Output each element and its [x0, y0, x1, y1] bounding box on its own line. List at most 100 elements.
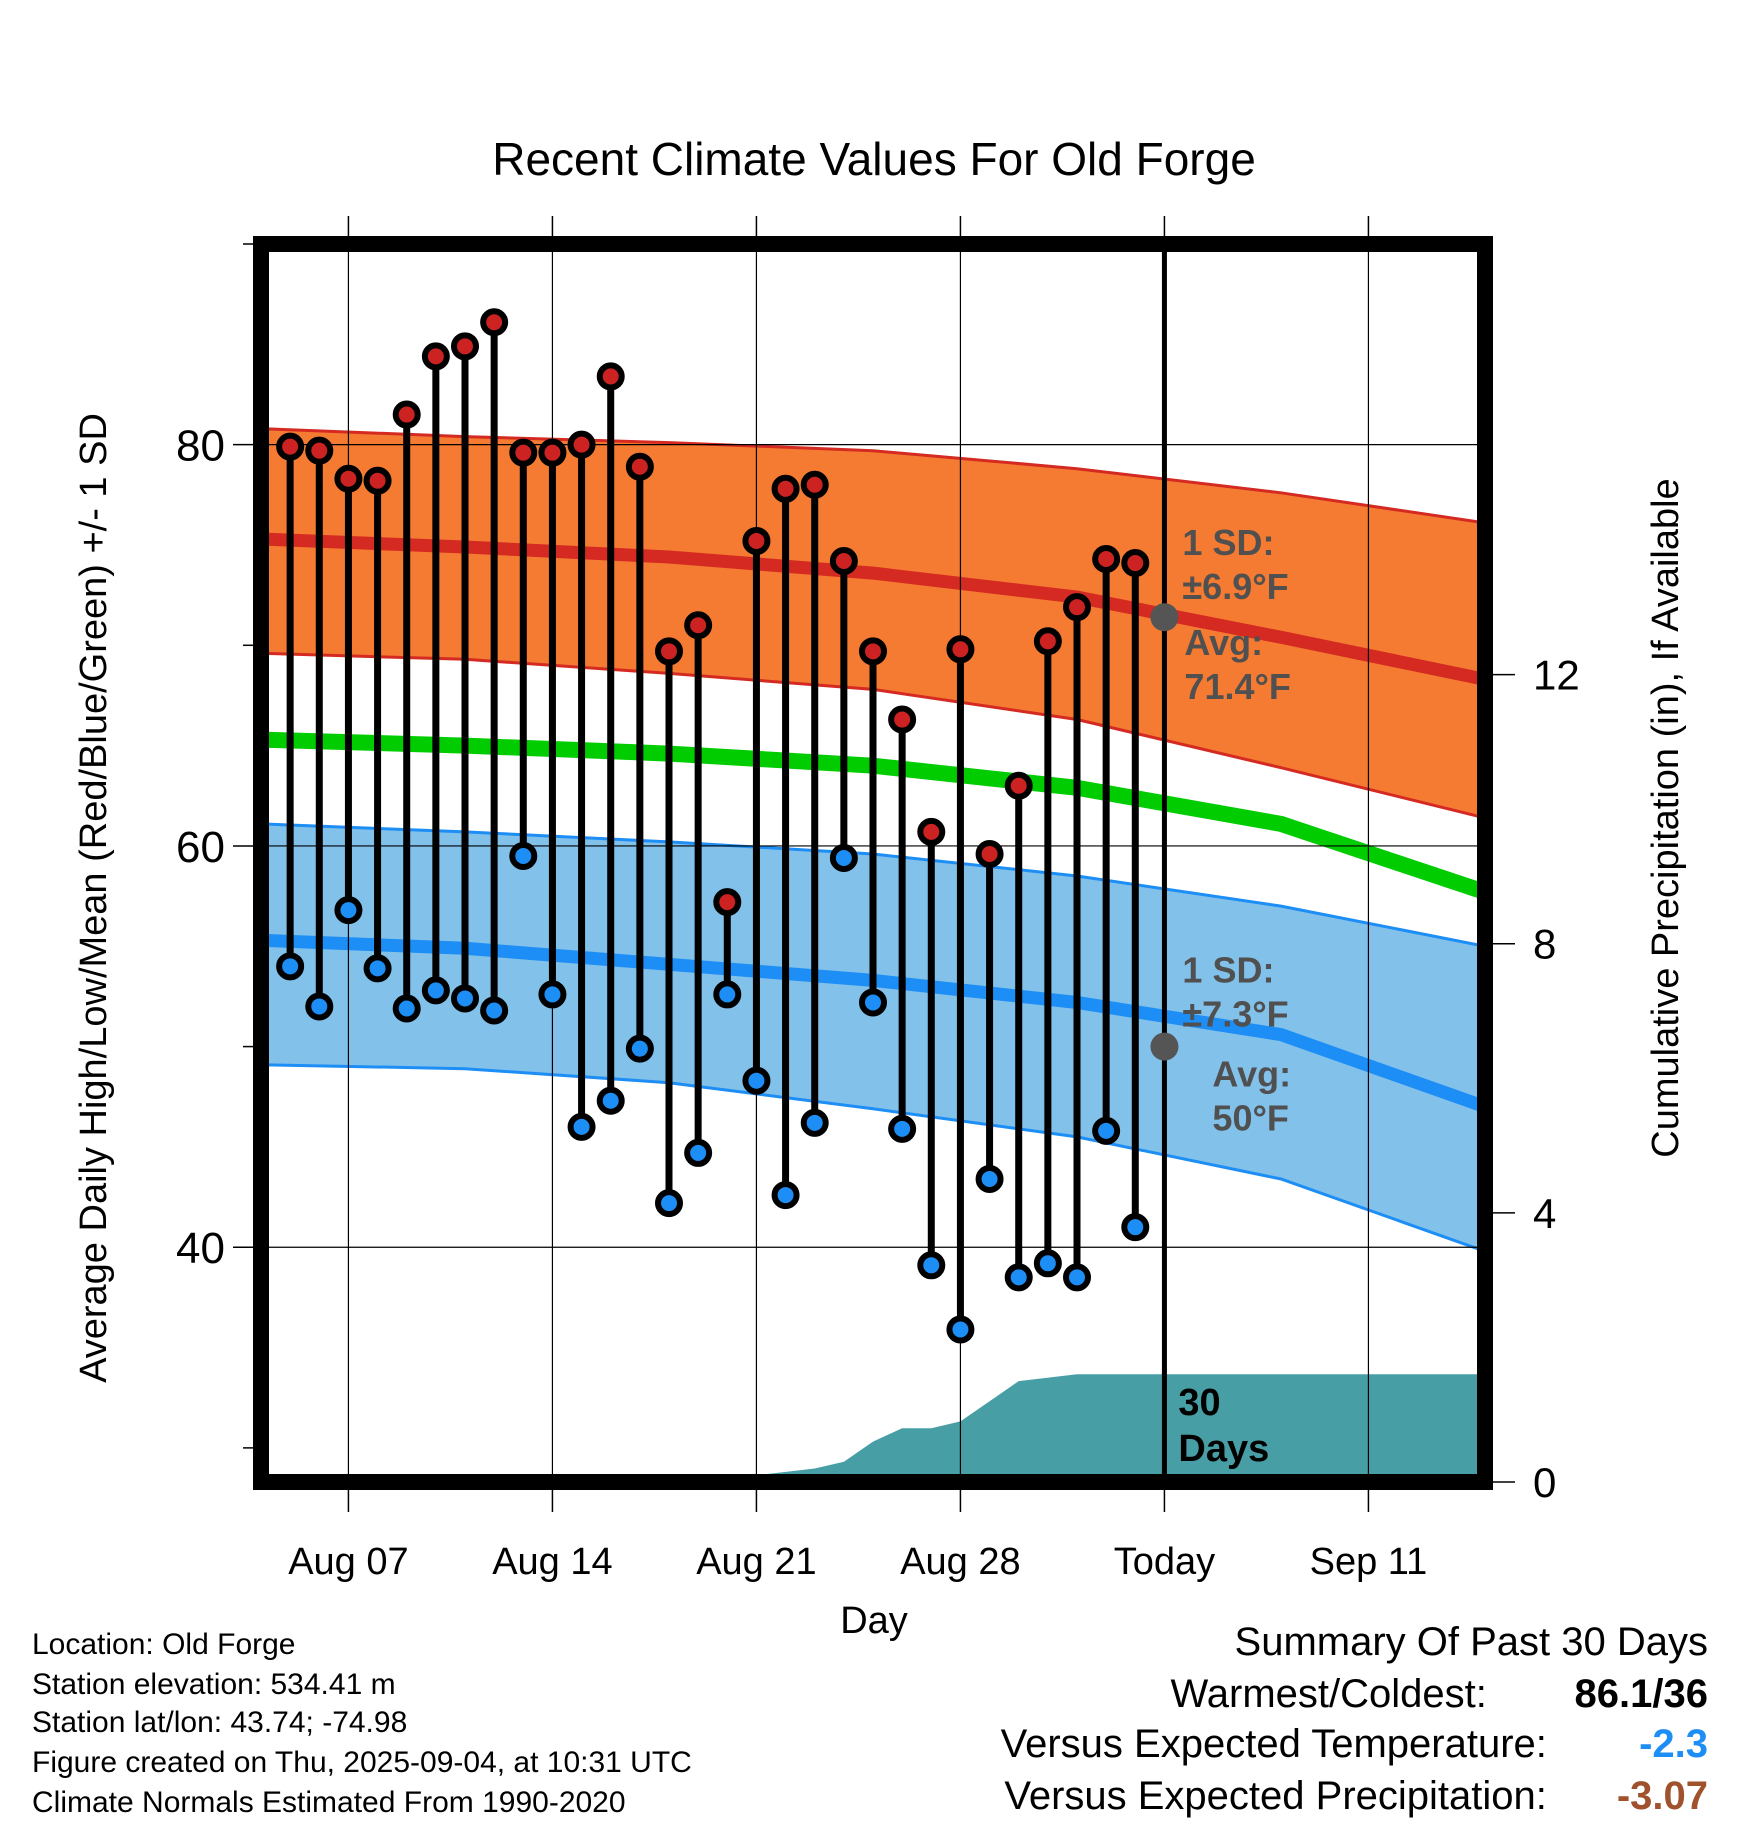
today-label-line-1: Days [1178, 1428, 1269, 1470]
observed-high-point [713, 888, 742, 917]
observed-low-point [684, 1138, 713, 1167]
observed-low-point [625, 1034, 654, 1063]
observed-low-point [771, 1181, 800, 1210]
summary-precip-row: Versus Expected Precipitation: -3.07 [1004, 1774, 1708, 1819]
info-created: Figure created on Thu, 2025-09-04, at 10… [32, 1746, 692, 1779]
today-label-line-0: 30 [1178, 1382, 1220, 1424]
observed-high-point [655, 637, 683, 666]
observed-high-point [421, 342, 450, 371]
y2-tick-label: 0 [1533, 1459, 1556, 1506]
high-sd-band [261, 428, 1485, 818]
high-avg-annotation-line-0: Avg: [1184, 622, 1263, 663]
low-avg-annotation-line-1: 50°F [1212, 1098, 1288, 1139]
observed-low-point [917, 1251, 946, 1280]
high-sd-annotation-line-1: ±6.9°F [1182, 566, 1288, 607]
x-axis-label: Day [840, 1600, 908, 1642]
observed-high-point [509, 438, 538, 467]
observed-high-point [334, 464, 363, 493]
observed-low-point [859, 988, 887, 1017]
observed-high-point [451, 332, 479, 361]
observed-low-point [1004, 1263, 1033, 1292]
observed-low-point [1121, 1213, 1150, 1242]
observed-high-point [975, 839, 1004, 868]
observed-low-point [567, 1112, 596, 1141]
observed-low-point [451, 984, 479, 1013]
observed-high-point [625, 452, 654, 481]
summary-temp-label: Versus Expected Temperature: [1000, 1722, 1547, 1766]
x-tick-label: Aug 14 [492, 1541, 612, 1583]
observed-low-point [305, 992, 334, 1021]
x-tick-label: Sep 11 [1310, 1541, 1428, 1583]
observed-low-point [655, 1189, 683, 1218]
observed-low-point [596, 1086, 625, 1115]
observed-high-point [742, 526, 771, 555]
observed-high-point [392, 400, 421, 429]
observed-low-point [334, 896, 363, 925]
observed-high-point [771, 474, 800, 503]
plot-frame [253, 236, 1493, 1490]
x-tick-label: Aug 07 [288, 1541, 408, 1583]
observed-low-point [742, 1066, 771, 1095]
low-sd-lower-line [261, 1063, 1485, 1253]
precipitation-area [727, 1374, 1485, 1482]
y-axis-label: Average Daily High/Low/Mean (Red/Blue/Gr… [73, 413, 115, 1383]
observed-high-point [1033, 627, 1062, 656]
observed-high-point [538, 438, 567, 467]
summary-temp-row: Versus Expected Temperature: -2.3 [1001, 1722, 1708, 1767]
observed-low-point [538, 980, 567, 1009]
info-elevation: Station elevation: 534.41 m [32, 1668, 396, 1701]
observed-low-point [509, 841, 538, 870]
observed-low-point [421, 976, 450, 1005]
observed-low-point [888, 1114, 917, 1143]
y2-axis-label: Cumulative Precipitation (in), If Availa… [1645, 478, 1687, 1157]
observed-high-point [363, 466, 392, 495]
summary-precip-label: Versus Expected Precipitation: [1004, 1774, 1547, 1818]
observed-high-point [276, 432, 305, 461]
observed-high-point [567, 430, 596, 459]
summary-heading: Summary Of Past 30 Days [1234, 1620, 1708, 1664]
observed-high-point [1121, 549, 1150, 578]
observed-low-point [1063, 1263, 1091, 1292]
observed-low-point [276, 952, 305, 981]
x-tick-label: Today [1114, 1541, 1215, 1583]
x-tick-label: Aug 21 [696, 1541, 816, 1583]
observed-low-point [829, 843, 858, 872]
low-sd-band [261, 823, 1485, 1252]
observed-high-point [917, 817, 946, 846]
y-tick-label: 60 [176, 823, 225, 872]
low-avg-annotation-line-0: Avg: [1212, 1054, 1291, 1095]
today-normal-dot-0 [1150, 603, 1179, 632]
chart-title: Recent Climate Values For Old Forge [492, 133, 1256, 185]
observed-high-point [305, 436, 334, 465]
high-sd-annotation-line-0: 1 SD: [1182, 522, 1274, 563]
observed-high-point [829, 547, 858, 576]
info-location: Location: Old Forge [32, 1628, 296, 1661]
info-latlon: Station lat/lon: 43.74; -74.98 [32, 1706, 408, 1739]
y2-tick-label: 12 [1533, 652, 1580, 699]
summary-precip-value: -3.07 [1616, 1774, 1708, 1818]
observed-high-point [480, 308, 509, 337]
observed-low-point [946, 1315, 975, 1344]
summary-temp-value: -2.3 [1639, 1722, 1708, 1766]
observed-low-point [363, 954, 392, 983]
observed-high-point [1004, 771, 1033, 800]
y-tick-label: 40 [176, 1224, 225, 1273]
summary-warmest-value: 86.1/36 [1574, 1672, 1708, 1716]
observed-high-point [1092, 545, 1121, 574]
info-normals: Climate Normals Estimated From 1990-2020 [32, 1786, 626, 1819]
observed-high-point [800, 470, 829, 499]
observed-low-point [975, 1165, 1004, 1194]
high-avg-annotation-line-1: 71.4°F [1184, 666, 1290, 707]
y2-tick-label: 4 [1533, 1190, 1556, 1237]
y2-tick-label: 8 [1533, 921, 1556, 968]
low-sd-annotation-line-0: 1 SD: [1182, 949, 1274, 990]
today-normal-dot-1 [1150, 1032, 1179, 1061]
observed-low-point [713, 980, 742, 1009]
observed-high-point [859, 637, 887, 666]
observed-high-point [596, 362, 625, 391]
observed-high-point [684, 611, 713, 640]
low-sd-annotation-line-1: ±7.3°F [1182, 993, 1288, 1034]
observed-high-point [1063, 593, 1091, 622]
